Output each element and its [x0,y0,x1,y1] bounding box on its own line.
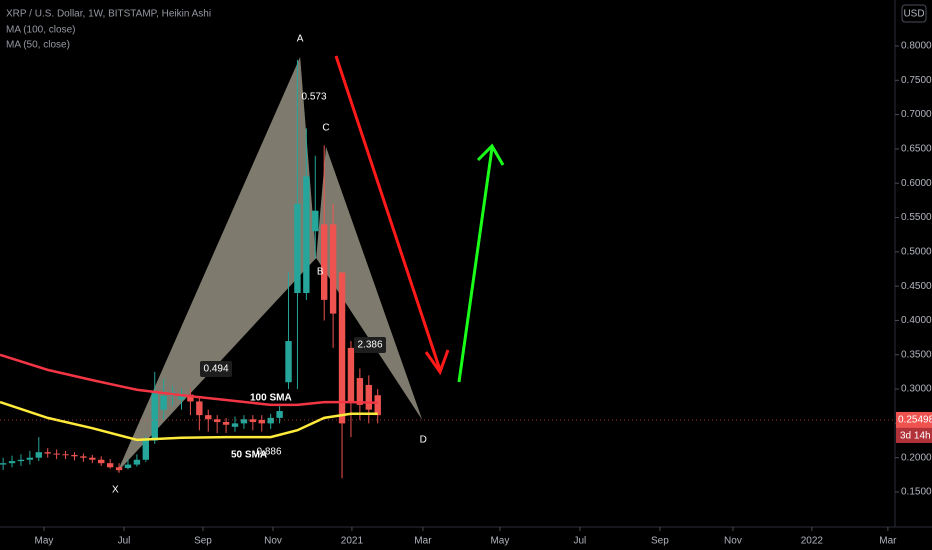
x-tick-label: 2021 [341,536,364,547]
candle-body [338,272,346,424]
x-tick-label: 2022 [801,536,824,547]
x-tick-label: Sep [651,536,669,547]
candle-body [151,392,158,441]
candle-body [356,378,364,405]
candle-body [231,423,239,427]
candle-body [62,454,69,456]
candle-body [0,463,7,465]
ma-label: 100 SMA [250,393,292,404]
candle-body [365,384,372,410]
indicator-label: MA (100, close) [6,25,75,36]
candle-body [196,401,203,416]
candle-body [267,417,274,424]
x-tick-label: Nov [724,536,742,547]
candle-body [71,454,78,457]
last-price: 0.25498 [898,415,932,426]
pattern-point-label: B [317,267,324,278]
candle-body [285,341,292,383]
candle-body [249,419,257,423]
x-tick-label: May [35,536,54,547]
candle-body [89,457,96,460]
candle-body [142,440,150,460]
x-tick-label: Mar [414,536,432,547]
pattern-point-label: A [297,34,304,45]
candle-body [320,224,328,300]
candle-body [8,461,16,464]
candle-body [35,452,42,458]
candle-body [124,464,132,468]
ma-label: 50 SMA [231,450,267,461]
candle-body [205,415,212,420]
candle-body [312,210,319,232]
candle-body [178,394,185,400]
plot-area: 100 SMA 50 SMA X A B C D 0.573 0.494 2.386 0.886 [0,34,895,496]
ratio-label: 2.386 [357,340,382,351]
candle-body [106,463,114,468]
candle-body [160,395,167,410]
red-arrow [334,55,450,376]
ratio-box [200,361,232,377]
candle-body [213,419,221,423]
last-price-tag [896,411,932,428]
currency: USD [903,9,924,20]
pattern-triangle [117,56,317,473]
pattern-point-label: C [322,122,329,133]
moving-average [0,400,378,442]
candle-body [294,203,301,294]
candle-body [303,176,310,294]
candle-body [26,457,34,460]
x-tick-label: Jul [118,536,131,547]
x-tick-label: Jul [574,536,587,547]
candle-body [374,395,381,416]
countdown: 3d 14h [900,431,931,442]
candle-body [329,224,337,314]
x-tick-label: Mar [879,536,897,547]
candle-body [240,419,248,424]
indicator-label: MA (50, close) [6,40,70,51]
candle-body [133,459,141,465]
moving-average [0,353,378,407]
candle-body [17,459,25,462]
currency-badge[interactable] [901,4,927,23]
candle-body [258,419,265,424]
candle-body [347,347,355,403]
candle-body [222,422,230,425]
pattern-point-label: X [112,485,119,496]
candle-body [187,394,194,402]
x-tick-label: May [490,536,509,547]
candle-body [53,453,60,455]
ratio-box [354,337,386,353]
chart-title: XRP / U.S. Dollar, 1W, BITSTAMP, Heikin … [6,9,211,20]
pattern-triangle [316,146,423,420]
countdown-tag [896,427,932,443]
green-arrow [457,143,505,383]
candle-body [276,411,283,418]
ratio-label: 0.494 [203,364,228,375]
x-tick-label: Nov [264,536,282,547]
candle-body [44,452,51,454]
y-tick-label: 0.80000 [901,41,932,52]
ratio-label: 0.573 [301,92,326,103]
pattern-point-label: D [420,435,427,446]
candle-body [80,456,87,458]
candle-body [115,467,123,471]
x-tick-label: Sep [194,536,212,547]
ratio-label: 0.886 [256,447,281,458]
candle-body [98,459,105,464]
